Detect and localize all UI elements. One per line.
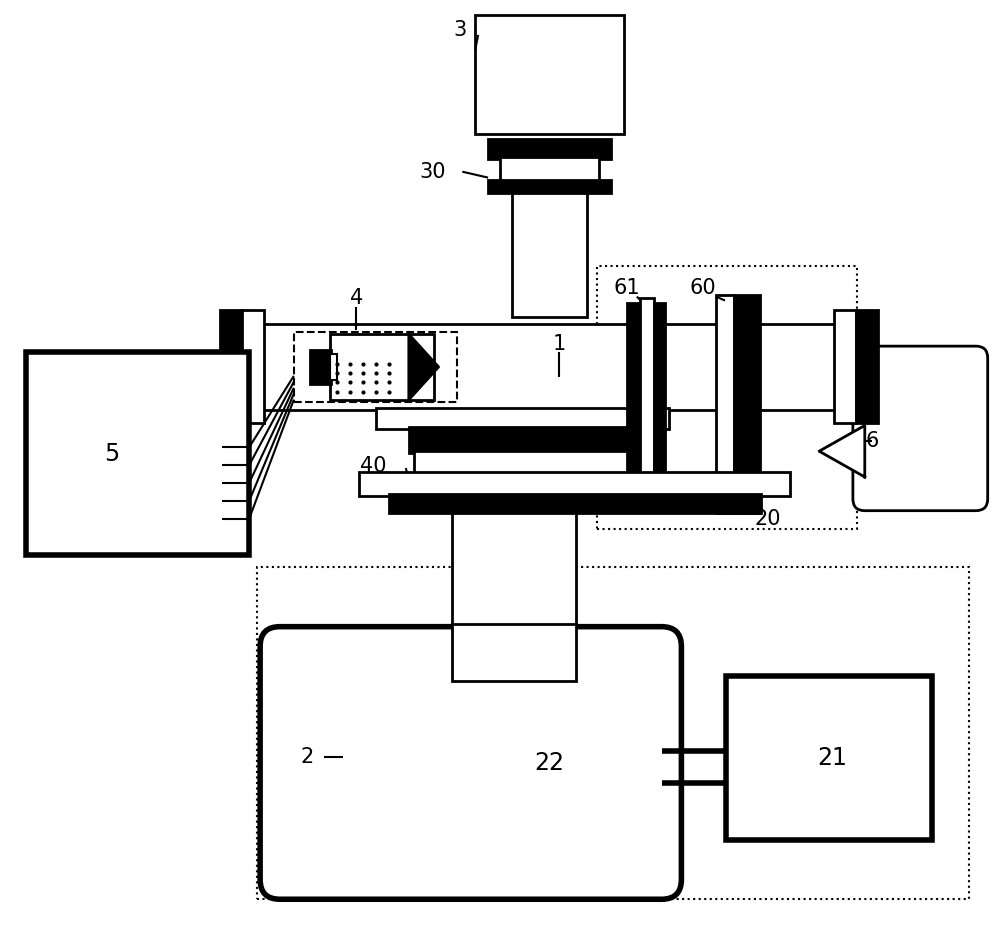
Bar [330,354,337,379]
Text: 1: 1 [553,334,566,354]
Bar [726,676,932,840]
Bar [294,332,457,401]
Bar [409,427,637,454]
Polygon shape [819,425,865,477]
Bar [834,310,856,423]
Bar [310,350,331,384]
Bar [488,180,611,193]
Text: 30: 30 [419,162,446,182]
Text: 60: 60 [690,278,717,298]
Bar [237,324,857,410]
Text: 22: 22 [535,751,565,775]
Bar [597,266,857,529]
Circle shape [502,27,597,122]
Text: 6: 6 [865,432,878,452]
Text: 61: 61 [614,278,640,298]
Text: 5: 5 [104,442,119,466]
Polygon shape [409,334,439,399]
Bar [359,472,790,495]
Bar [242,310,264,423]
FancyBboxPatch shape [260,627,681,900]
Text: 2: 2 [300,747,313,767]
Text: 3: 3 [454,20,467,40]
Text: 4: 4 [350,287,363,307]
Bar [475,15,624,134]
Bar [734,295,760,513]
Bar [376,408,669,430]
Bar [500,157,599,182]
Bar [716,295,734,513]
Bar [488,139,611,159]
Bar [330,334,434,399]
Text: 40: 40 [360,456,386,476]
Bar [257,567,969,900]
Bar [26,352,249,555]
Bar [452,504,576,625]
Bar [389,494,761,513]
Bar [220,310,242,423]
Bar [856,310,878,423]
FancyBboxPatch shape [853,346,988,511]
Bar [409,480,637,506]
Bar [627,302,640,506]
Text: 20: 20 [754,509,781,529]
Text: 21: 21 [817,747,847,770]
Bar [452,624,576,681]
Bar [512,192,587,318]
Bar [640,298,654,511]
Bar [654,302,665,506]
Bar [414,451,632,481]
